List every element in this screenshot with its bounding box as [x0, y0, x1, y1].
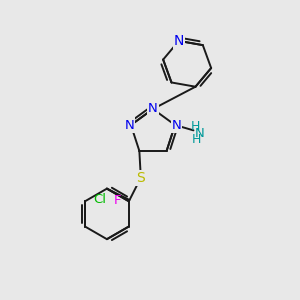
Text: S: S — [136, 171, 145, 185]
Text: N: N — [172, 118, 182, 131]
Text: N: N — [174, 34, 184, 48]
Text: N: N — [124, 118, 134, 131]
Text: H: H — [191, 120, 200, 133]
Text: H: H — [192, 133, 201, 146]
Text: Cl: Cl — [93, 193, 106, 206]
Text: F: F — [114, 194, 121, 207]
Text: N: N — [148, 103, 158, 116]
Text: N: N — [195, 127, 205, 140]
